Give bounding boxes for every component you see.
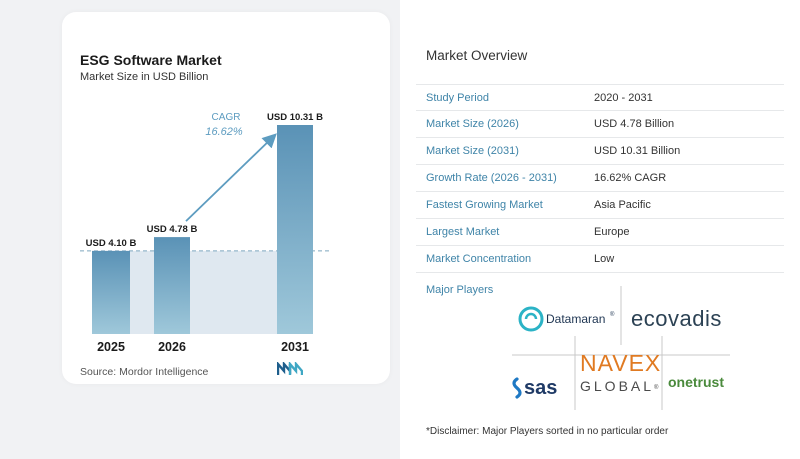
navex-text: NAVEX [580, 350, 661, 376]
datamaran-text: Datamaran [546, 312, 605, 326]
chart-subtitle: Market Size in USD Billion [80, 71, 209, 83]
datamaran-logo: Datamaran ® [518, 306, 615, 332]
row-label: Growth Rate (2026 - 2031) [426, 172, 557, 184]
bar-2025 [92, 250, 130, 334]
row-label: Market Size (2031) [426, 145, 519, 157]
disclaimer-text: *Disclaimer: Major Players sorted in no … [426, 426, 669, 437]
onetrust-logo: onetrust [668, 374, 724, 390]
table-row: Market Concentration Low [416, 246, 784, 273]
major-players-title: Major Players [426, 284, 494, 296]
data-label-2026: USD 4.78 B [147, 224, 198, 235]
cagr-arrow [185, 133, 277, 222]
table-row: Study Period 2020 - 2031 [416, 84, 784, 111]
data-label-2031: USD 10.31 B [267, 112, 323, 123]
row-value: 16.62% CAGR [594, 172, 667, 184]
tick-label-2026: 2026 [158, 340, 186, 354]
datamaran-registered-mark: ® [610, 311, 615, 318]
row-value: Low [594, 253, 615, 265]
chart-title: ESG Software Market [80, 52, 222, 68]
row-value: Asia Pacific [594, 199, 651, 211]
bar-chart: USD 4.10 B 2025 USD 4.78 B 2026 USD 10.31 B 2… [80, 112, 330, 354]
sas-logo: sas [512, 377, 557, 399]
row-label: Fastest Growing Market [426, 199, 543, 211]
market-overview-panel: Market Overview Study Period 2020 - 2031… [400, 0, 800, 459]
table-row: Largest Market Europe [416, 219, 784, 246]
major-players-logos: Datamaran ® ecovadis sas NAVEX GLOBAL ® … [512, 286, 730, 410]
table-row: Fastest Growing Market Asia Pacific [416, 192, 784, 219]
row-label: Market Size (2026) [426, 118, 519, 130]
source-note: Source: Mordor Intelligence [80, 366, 209, 378]
bar-2031 [277, 125, 313, 334]
bar-2026 [154, 237, 190, 334]
row-label: Market Concentration [426, 253, 532, 265]
tick-label-2031: 2031 [281, 340, 309, 354]
mordor-logo-icon [277, 362, 303, 375]
sas-text: sas [524, 377, 557, 399]
tick-label-2025: 2025 [97, 340, 125, 354]
ecovadis-logo: ecovadis [631, 306, 722, 331]
overview-table: Study Period 2020 - 2031 Market Size (20… [416, 84, 784, 273]
navex-registered-mark: ® [654, 384, 659, 391]
overview-title: Market Overview [426, 48, 528, 63]
data-label-2025: USD 4.10 B [86, 238, 137, 249]
row-value: USD 4.78 Billion [594, 118, 675, 130]
table-row: Market Size (2031) USD 10.31 Billion [416, 138, 784, 165]
row-label: Largest Market [426, 226, 500, 238]
cagr-label: CAGR [212, 112, 241, 123]
table-row: Market Size (2026) USD 4.78 Billion [416, 111, 784, 138]
row-value: 2020 - 2031 [594, 91, 653, 104]
row-label: Study Period [426, 91, 489, 104]
navex-global-text: GLOBAL [580, 378, 654, 394]
row-value: Europe [594, 226, 630, 238]
cagr-value: 16.62% [205, 126, 243, 138]
navex-global-logo: NAVEX GLOBAL ® [580, 350, 661, 394]
row-value: USD 10.31 Billion [594, 145, 681, 157]
table-row: Growth Rate (2026 - 2031) 16.62% CAGR [416, 165, 784, 192]
